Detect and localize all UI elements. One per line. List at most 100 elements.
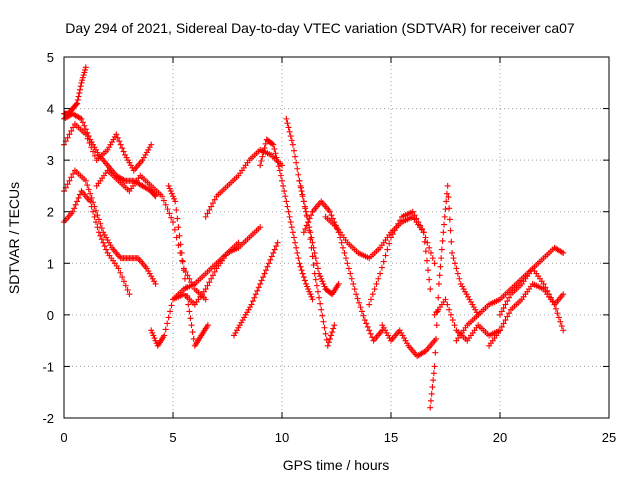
- data-point: [168, 190, 175, 197]
- data-point: [166, 210, 173, 217]
- data-point: [456, 275, 463, 282]
- data-point: [288, 224, 295, 231]
- data-point: [420, 229, 427, 236]
- data-point: [430, 370, 437, 377]
- data-point: [435, 280, 442, 287]
- data-point: [308, 244, 315, 251]
- data-point: [299, 191, 306, 198]
- data-point: [432, 349, 439, 356]
- data-point: [409, 208, 416, 215]
- y-tick-label: 2: [47, 205, 54, 220]
- data-point: [340, 244, 347, 251]
- data-point: [271, 145, 278, 152]
- data-point: [497, 311, 503, 318]
- data-point: [81, 69, 88, 76]
- data-point: [446, 216, 453, 223]
- data-point: [97, 220, 104, 227]
- data-point: [115, 265, 122, 272]
- data-point: [159, 193, 166, 200]
- data-point: [384, 246, 391, 253]
- data-point: [298, 188, 305, 195]
- data-point: [554, 310, 561, 317]
- data-point: [90, 208, 97, 215]
- data-point: [303, 222, 310, 229]
- data-point: [95, 229, 102, 236]
- data-point: [389, 231, 396, 238]
- data-point: [441, 213, 448, 220]
- data-point: [309, 253, 316, 260]
- data-point: [498, 323, 505, 330]
- data-point: [313, 282, 320, 289]
- y-tick-label: 1: [47, 256, 54, 271]
- data-point: [82, 64, 89, 71]
- data-point: [558, 323, 565, 330]
- data-point: [318, 306, 325, 313]
- data-point: [309, 296, 316, 303]
- data-point: [257, 224, 264, 231]
- data-point: [119, 145, 126, 152]
- data-point: [311, 249, 318, 256]
- data-point: [302, 280, 309, 287]
- data-point: [557, 318, 564, 325]
- data-point: [304, 283, 311, 290]
- data-point: [284, 203, 291, 210]
- data-point: [395, 220, 402, 227]
- data-point: [88, 144, 95, 151]
- y-tick-label: -1: [42, 359, 54, 374]
- data-point: [148, 327, 155, 334]
- data-point: [445, 194, 452, 201]
- data-point: [560, 327, 567, 334]
- data-point: [122, 282, 129, 289]
- data-point: [321, 324, 328, 331]
- data-point: [393, 224, 400, 231]
- data-point: [312, 276, 319, 283]
- y-tick-label: 0: [47, 308, 54, 323]
- data-point: [78, 79, 85, 86]
- series-sat-15: [296, 177, 338, 349]
- data-point: [272, 150, 279, 157]
- data-point: [74, 96, 81, 103]
- data-point: [69, 208, 76, 215]
- data-point: [177, 241, 184, 248]
- data-point: [98, 236, 105, 243]
- data-point: [259, 153, 266, 160]
- data-point: [257, 280, 264, 287]
- data-point: [171, 195, 178, 202]
- data-point: [447, 311, 454, 318]
- data-point: [451, 260, 458, 267]
- data-point: [380, 258, 387, 265]
- data-point: [321, 283, 328, 290]
- data-point: [208, 203, 215, 210]
- data-point: [274, 158, 281, 165]
- y-axis-label: SDTVAR / TECUs: [6, 182, 22, 294]
- data-point: [317, 273, 324, 280]
- data-point: [450, 255, 457, 262]
- data-point: [353, 291, 360, 298]
- data-point: [202, 286, 209, 293]
- data-point: [423, 257, 430, 264]
- data-point: [306, 288, 313, 295]
- data-point: [364, 323, 371, 330]
- data-point: [151, 192, 158, 199]
- data-point: [70, 124, 77, 131]
- data-point: [126, 291, 133, 298]
- data-point: [418, 225, 425, 232]
- series-sat-11: [231, 239, 281, 339]
- data-point: [288, 137, 295, 144]
- data-point: [162, 326, 169, 333]
- data-point: [261, 145, 268, 152]
- data-point: [502, 317, 509, 324]
- grid: [64, 57, 609, 418]
- data-point: [415, 219, 422, 226]
- data-point: [81, 122, 88, 129]
- data-point: [320, 280, 327, 287]
- data-point: [180, 267, 187, 274]
- data-point: [368, 296, 375, 303]
- data-point: [171, 226, 178, 233]
- data-point: [294, 165, 301, 172]
- data-point: [86, 139, 93, 146]
- data-point: [338, 239, 345, 246]
- data-point: [280, 182, 287, 189]
- data-point: [279, 177, 285, 184]
- data-point: [302, 205, 309, 212]
